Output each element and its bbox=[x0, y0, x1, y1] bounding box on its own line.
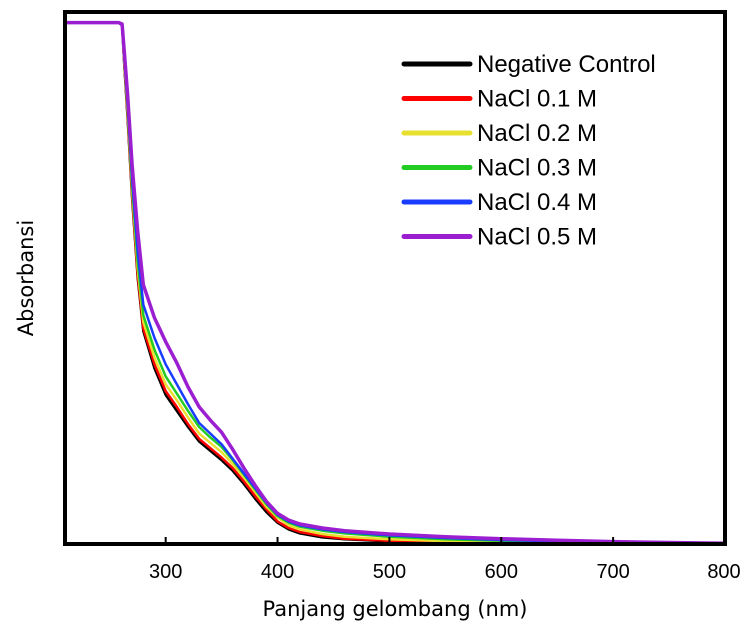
x-tick-label: 600 bbox=[485, 561, 518, 583]
x-tick-label: 300 bbox=[149, 561, 182, 583]
series-layer bbox=[65, 20, 726, 546]
x-tick-label: 400 bbox=[261, 561, 294, 583]
series-line-5 bbox=[65, 20, 726, 545]
legend-label-3: NaCl 0.3 M bbox=[477, 155, 597, 182]
series-line-2 bbox=[65, 21, 726, 545]
legend-label-5: NaCl 0.5 M bbox=[477, 224, 597, 251]
series-line-0 bbox=[65, 21, 726, 546]
x-tick-label: 700 bbox=[596, 561, 629, 583]
series-line-4 bbox=[65, 21, 726, 545]
legend-label-2: NaCl 0.2 M bbox=[477, 120, 597, 147]
x-tick-label: 800 bbox=[707, 561, 740, 583]
legend-label-4: NaCl 0.4 M bbox=[477, 189, 597, 216]
plot-frame bbox=[63, 10, 727, 546]
y-axis-title: Absorbansi bbox=[14, 220, 38, 336]
legend-label-1: NaCl 0.1 M bbox=[477, 86, 597, 113]
x-tick-label: 500 bbox=[373, 561, 406, 583]
x-axis: 300 400 500 600 700 800 bbox=[149, 537, 741, 583]
legend-label-0: Negative Control bbox=[477, 51, 656, 78]
series-line-1 bbox=[65, 21, 726, 545]
series-line-3 bbox=[65, 21, 726, 545]
legend: Negative Control NaCl 0.1 M NaCl 0.2 M NaCl… bbox=[401, 51, 656, 251]
x-axis-title: Panjang gelombang (nm) bbox=[263, 597, 528, 621]
